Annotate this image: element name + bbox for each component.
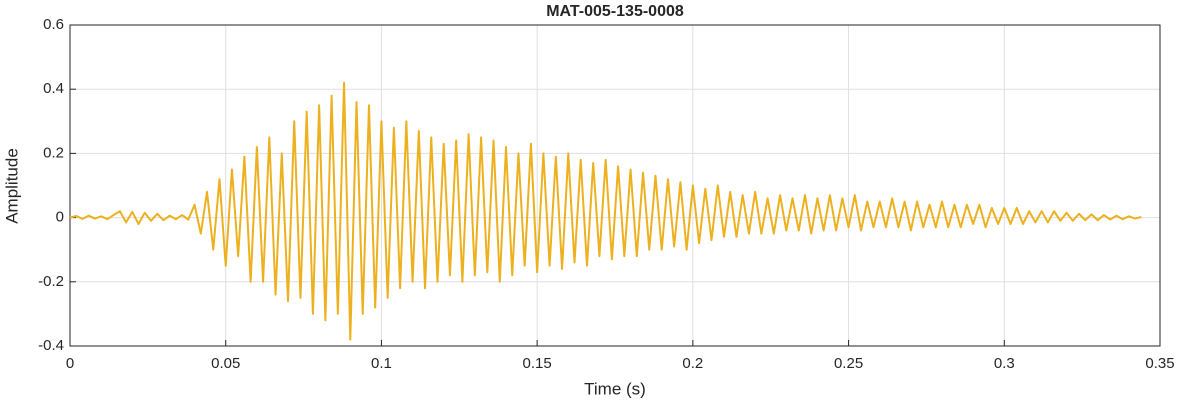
x-tick-label: 0.1: [371, 355, 392, 372]
y-tick-label: 0.2: [43, 144, 64, 161]
y-tick-label: -0.2: [38, 273, 64, 290]
x-tick-label: 0.25: [834, 355, 863, 372]
chart-title: MAT-005-135-0008: [546, 3, 684, 20]
x-tick-label: 0.05: [211, 355, 240, 372]
x-tick-label: 0.15: [523, 355, 552, 372]
y-axis-label: Amplitude: [2, 148, 21, 224]
plot-frame: [69, 24, 1161, 347]
signal-line: [69, 81, 1142, 341]
y-tick-label: -0.4: [38, 337, 64, 354]
x-tick-label: 0.35: [1145, 355, 1174, 372]
y-tick-label: 0.6: [43, 16, 64, 33]
x-axis-label: Time (s): [584, 379, 646, 398]
x-tick-label: 0: [66, 355, 74, 372]
y-tick-label: 0.4: [43, 80, 64, 97]
y-tick-label: 0: [56, 209, 64, 226]
x-tick-label: 0.2: [682, 355, 703, 372]
x-tick-label: 0.3: [994, 355, 1015, 372]
